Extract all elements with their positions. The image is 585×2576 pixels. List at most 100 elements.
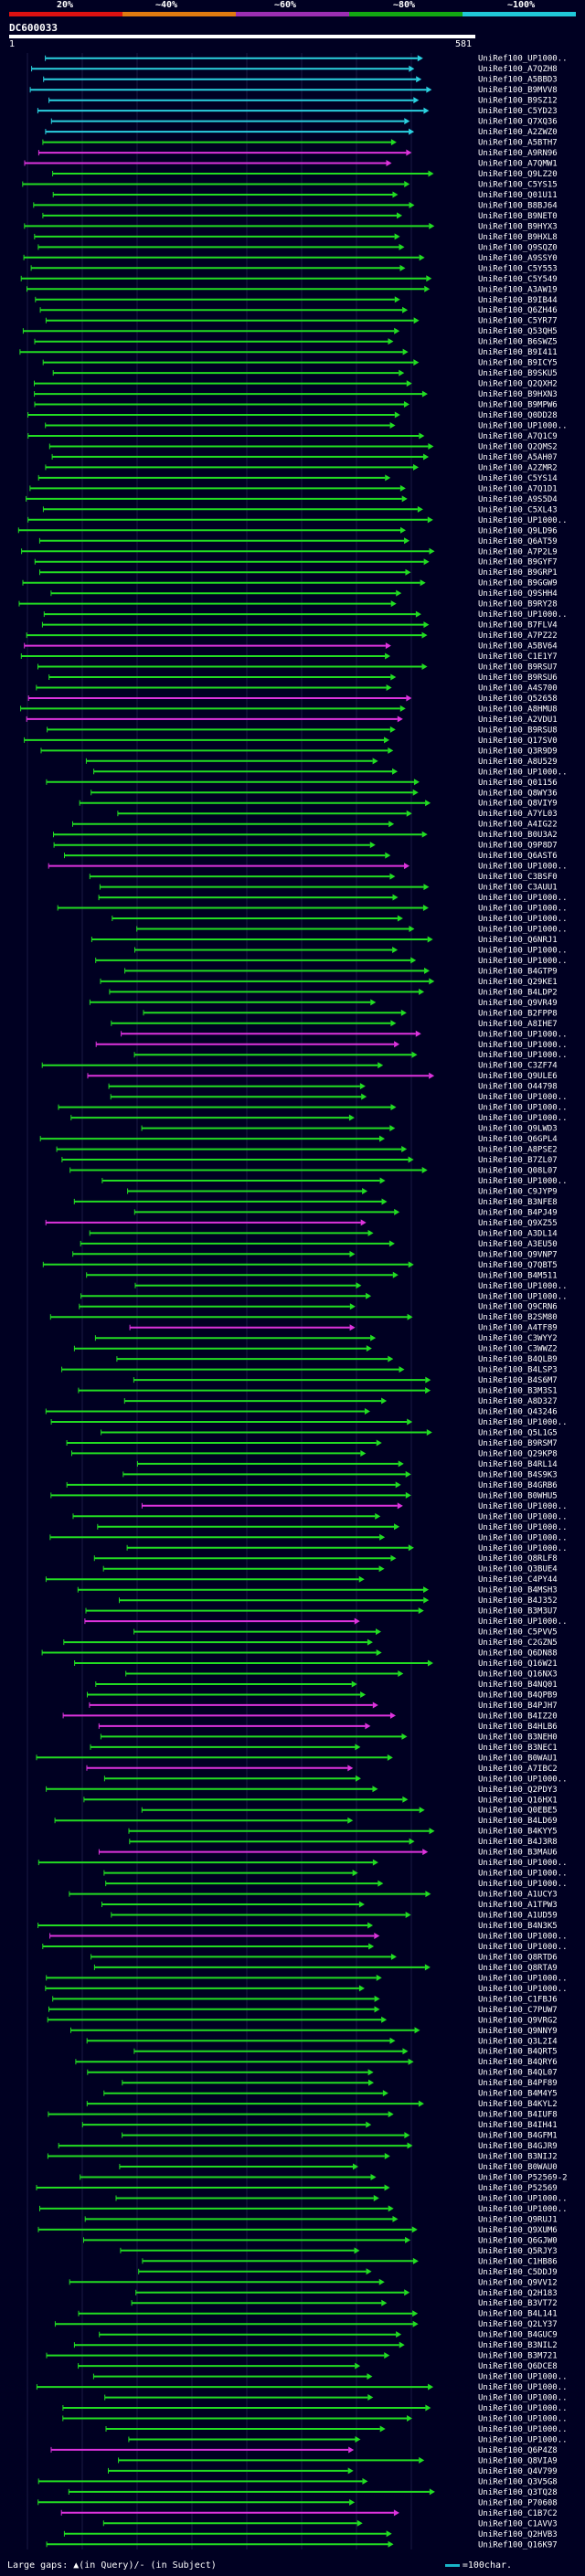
hit-label[interactable]: UniRef100_B3M3U7 bbox=[478, 1607, 558, 1617]
hit-label[interactable]: UniRef100_A5BV64 bbox=[478, 642, 558, 652]
hit-label[interactable]: UniRef100_B0U3A2 bbox=[478, 831, 558, 840]
hit-label[interactable]: UniRef100_Q52658 bbox=[478, 694, 558, 704]
hit-label[interactable]: UniRef100_Q8VIY9 bbox=[478, 800, 558, 809]
hit-label[interactable]: UniRef100_A1UD59 bbox=[478, 1912, 558, 1921]
hit-label[interactable]: UniRef100_B4IH41 bbox=[478, 2121, 558, 2130]
hit-label[interactable]: UniRef100_UP1000.. bbox=[478, 1051, 568, 1060]
hit-label[interactable]: UniRef100_UP1000.. bbox=[478, 1533, 568, 1542]
hit-label[interactable]: UniRef100_B4GFM1 bbox=[478, 2132, 558, 2141]
hit-label[interactable]: UniRef100_Q7QBT5 bbox=[478, 1261, 558, 1270]
hit-label[interactable]: UniRef100_Q3R9D9 bbox=[478, 747, 558, 756]
hit-label[interactable]: UniRef100_C5DDJ9 bbox=[478, 2268, 558, 2277]
hit-label[interactable]: UniRef100_UP1000.. bbox=[478, 1282, 568, 1291]
hit-label[interactable]: UniRef100_UP1000.. bbox=[478, 1523, 568, 1532]
hit-label[interactable]: UniRef100_A7QMW1 bbox=[478, 160, 558, 169]
hit-label[interactable]: UniRef100_C5PVV5 bbox=[478, 1628, 558, 1638]
hit-label[interactable]: UniRef100_B4KYL2 bbox=[478, 2100, 558, 2109]
hit-label[interactable]: UniRef100_B4M511 bbox=[478, 1271, 558, 1280]
hit-label[interactable]: UniRef100_B2FPP8 bbox=[478, 1009, 558, 1018]
hit-label[interactable]: UniRef100_B9RY28 bbox=[478, 600, 558, 610]
hit-label[interactable]: UniRef100_C9JYP9 bbox=[478, 1188, 558, 1197]
hit-label[interactable]: UniRef100_UP1000.. bbox=[478, 2195, 568, 2204]
hit-label[interactable]: UniRef100_Q9LD96 bbox=[478, 526, 558, 535]
hit-label[interactable]: UniRef100_Q9VR49 bbox=[478, 999, 558, 1008]
hit-label[interactable]: UniRef100_UP1000.. bbox=[478, 926, 568, 935]
hit-label[interactable]: UniRef100_A9RN96 bbox=[478, 149, 558, 158]
hit-label[interactable]: UniRef100_B9ICY5 bbox=[478, 359, 558, 368]
hit-label[interactable]: UniRef100_Q9ULE6 bbox=[478, 1072, 558, 1081]
hit-label[interactable]: UniRef100_C1B7C2 bbox=[478, 2509, 558, 2518]
hit-label[interactable]: UniRef100_Q9LZ20 bbox=[478, 170, 558, 179]
hit-label[interactable]: UniRef100_C3WWZ2 bbox=[478, 1345, 558, 1354]
hit-label[interactable]: UniRef100_O44798 bbox=[478, 1083, 558, 1092]
hit-label[interactable]: UniRef100_Q17SV0 bbox=[478, 737, 558, 746]
hit-label[interactable]: UniRef100_UP1000.. bbox=[478, 1870, 568, 1879]
hit-label[interactable]: UniRef100_B4QPB9 bbox=[478, 1691, 558, 1701]
hit-label[interactable]: UniRef100_C3ZF74 bbox=[478, 1062, 558, 1071]
hit-label[interactable]: UniRef100_A9SSY0 bbox=[478, 254, 558, 263]
hit-label[interactable]: UniRef100_UP1000.. bbox=[478, 2415, 568, 2424]
hit-label[interactable]: UniRef100_Q2LY37 bbox=[478, 2320, 558, 2329]
hit-label[interactable]: UniRef100_UP1000.. bbox=[478, 768, 568, 777]
hit-label[interactable]: UniRef100_B9SKU5 bbox=[478, 369, 558, 378]
hit-label[interactable]: UniRef100_B4PJH7 bbox=[478, 1701, 558, 1711]
hit-label[interactable]: UniRef100_Q9SQZ0 bbox=[478, 243, 558, 252]
hit-label[interactable]: UniRef100_UP1000.. bbox=[478, 2394, 568, 2403]
hit-label[interactable]: UniRef100_B4KYY5 bbox=[478, 1828, 558, 1837]
hit-label[interactable]: UniRef100_UP1000.. bbox=[478, 915, 568, 924]
hit-label[interactable]: UniRef100_B9RSU7 bbox=[478, 663, 558, 673]
hit-label[interactable]: UniRef100_C5YD23 bbox=[478, 107, 558, 116]
hit-label[interactable]: UniRef100_C2GZN5 bbox=[478, 1638, 558, 1648]
hit-label[interactable]: UniRef100_A8D327 bbox=[478, 1397, 558, 1406]
hit-label[interactable]: UniRef100_B8BJ64 bbox=[478, 201, 558, 210]
hit-label[interactable]: UniRef100_B9HYX3 bbox=[478, 222, 558, 231]
hit-label[interactable]: UniRef100_UP1000.. bbox=[478, 1292, 568, 1301]
hit-label[interactable]: UniRef100_Q9SHH4 bbox=[478, 589, 558, 599]
hit-label[interactable]: UniRef100_C1E1Y7 bbox=[478, 652, 558, 662]
hit-label[interactable]: UniRef100_A2ZMR2 bbox=[478, 463, 558, 472]
hit-label[interactable]: UniRef100_A1TPW3 bbox=[478, 1901, 558, 1910]
hit-label[interactable]: UniRef100_B0WAU0 bbox=[478, 2163, 558, 2172]
hit-label[interactable]: UniRef100_Q3BUE4 bbox=[478, 1565, 558, 1574]
hit-label[interactable]: UniRef100_UP1000.. bbox=[478, 1943, 568, 1952]
hit-label[interactable]: UniRef100_C7PUW7 bbox=[478, 2006, 558, 2015]
hit-label[interactable]: UniRef100_UP1000.. bbox=[478, 2404, 568, 2413]
hit-label[interactable]: UniRef100_UP1000.. bbox=[478, 1030, 568, 1039]
hit-label[interactable]: UniRef100_B9HXN3 bbox=[478, 390, 558, 399]
hit-label[interactable]: UniRef100_A4TF89 bbox=[478, 1324, 558, 1333]
hit-label[interactable]: UniRef100_B3NIJ2 bbox=[478, 2153, 558, 2162]
hit-label[interactable]: UniRef100_Q16HX1 bbox=[478, 1796, 558, 1805]
hit-label[interactable]: UniRef100_A7Q1C9 bbox=[478, 432, 558, 441]
hit-label[interactable]: UniRef100_B9RSU6 bbox=[478, 673, 558, 683]
hit-label[interactable]: UniRef100_Q6AT59 bbox=[478, 537, 558, 546]
hit-label[interactable]: UniRef100_A7QZH8 bbox=[478, 65, 558, 74]
hit-label[interactable]: UniRef100_B4QLB9 bbox=[478, 1355, 558, 1364]
hit-label[interactable]: UniRef100_A5BTH7 bbox=[478, 139, 558, 148]
hit-label[interactable]: UniRef100_C3AUU1 bbox=[478, 884, 558, 893]
hit-label[interactable]: UniRef100_P70608 bbox=[478, 2498, 558, 2507]
hit-label[interactable]: UniRef100_Q2HVB3 bbox=[478, 2530, 558, 2539]
hit-label[interactable]: UniRef100_Q7XQ36 bbox=[478, 118, 558, 127]
hit-label[interactable]: UniRef100_Q16NX3 bbox=[478, 1670, 558, 1680]
hit-label[interactable]: UniRef100_Q8WY36 bbox=[478, 789, 558, 798]
hit-label[interactable]: UniRef100_UP1000.. bbox=[478, 1114, 568, 1123]
hit-label[interactable]: UniRef100_C3WYY2 bbox=[478, 1334, 558, 1343]
hit-label[interactable]: UniRef100_UP1000.. bbox=[478, 516, 568, 525]
hit-label[interactable]: UniRef100_A8HMU8 bbox=[478, 705, 558, 714]
hit-label[interactable]: UniRef100_B9MPW6 bbox=[478, 401, 558, 410]
hit-label[interactable]: UniRef100_B9RSM7 bbox=[478, 1439, 558, 1448]
hit-label[interactable]: UniRef100_Q9XUM6 bbox=[478, 2226, 558, 2235]
hit-label[interactable]: UniRef100_B6SWZ5 bbox=[478, 338, 558, 347]
hit-label[interactable]: UniRef100_Q3TQ28 bbox=[478, 2488, 558, 2497]
hit-label[interactable]: UniRef100_A7PZ22 bbox=[478, 631, 558, 641]
hit-label[interactable]: UniRef100_UP1000.. bbox=[478, 1418, 568, 1427]
hit-label[interactable]: UniRef100_B4PF89 bbox=[478, 2079, 558, 2088]
hit-label[interactable]: UniRef100_B9HXL8 bbox=[478, 233, 558, 242]
hit-label[interactable]: UniRef100_B9SZ12 bbox=[478, 97, 558, 106]
hit-label[interactable]: UniRef100_B4QRT5 bbox=[478, 2048, 558, 2057]
hit-label[interactable]: UniRef100_Q9P8D7 bbox=[478, 842, 558, 851]
hit-label[interactable]: UniRef100_C5Y553 bbox=[478, 264, 558, 273]
hit-label[interactable]: UniRef100_UP1000.. bbox=[478, 1544, 568, 1553]
hit-label[interactable]: UniRef100_Q2H183 bbox=[478, 2289, 558, 2298]
hit-label[interactable]: UniRef100_C1HB86 bbox=[478, 2257, 558, 2266]
